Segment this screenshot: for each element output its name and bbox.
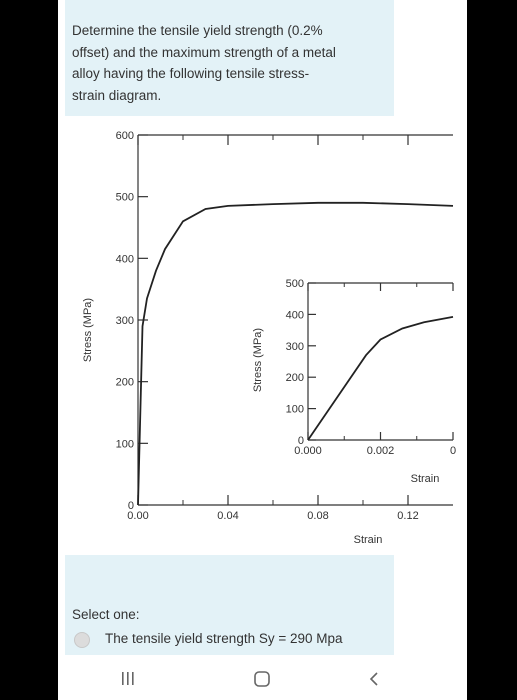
main-y-tick-label: 400 bbox=[116, 253, 134, 265]
inset-y-tick-label: 500 bbox=[286, 278, 304, 290]
main-y-tick-label: 500 bbox=[116, 192, 134, 204]
answer-panel: Select one: The tensile yield strength S… bbox=[65, 555, 394, 655]
inset-x-tick-label: 0.002 bbox=[367, 445, 395, 457]
inset-curve bbox=[307, 316, 454, 441]
home-button[interactable] bbox=[242, 664, 282, 694]
main-y-tick-label: 200 bbox=[116, 377, 134, 389]
back-button[interactable] bbox=[354, 664, 394, 694]
inset-x-label: Strain bbox=[411, 473, 440, 485]
select-one-label: Select one: bbox=[72, 607, 140, 622]
main-x-tick-label: 0.00 bbox=[127, 510, 148, 522]
inset-y-tick-label: 100 bbox=[286, 404, 304, 416]
question-panel: Determine the tensile yield strength (0.… bbox=[65, 0, 394, 116]
stress-strain-chart: 0 100 200 300 400 500 600 0.00 0.04 0.08 0.12 Strai… bbox=[82, 130, 456, 546]
inset-y-label: Stress (MPa) bbox=[252, 328, 264, 392]
inset-plot-area bbox=[308, 283, 453, 440]
main-x-tick-label: 0.08 bbox=[307, 510, 328, 522]
inset-x-tick-label: 0.000 bbox=[294, 445, 322, 457]
main-x-tick-label: 0.12 bbox=[397, 510, 418, 522]
recents-icon bbox=[122, 672, 134, 685]
answer-option-a[interactable]: The tensile yield strength Sy = 290 Mpa bbox=[65, 628, 394, 658]
inset-y-tick-label: 400 bbox=[286, 309, 304, 321]
inset-y-tick-label: 300 bbox=[286, 341, 304, 353]
stress-strain-figure: 0 100 200 300 400 500 600 0.00 0.04 0.08 0.12 Strai… bbox=[58, 120, 467, 560]
main-y-label: Stress (MPa) bbox=[82, 298, 94, 362]
question-text: Determine the tensile yield strength (0.… bbox=[72, 20, 390, 106]
inset-x-tick-label: 0 bbox=[450, 445, 456, 457]
question-line: strain diagram. bbox=[72, 87, 162, 103]
option-a-radio[interactable] bbox=[74, 632, 90, 648]
recents-button[interactable] bbox=[108, 664, 148, 694]
question-line: Determine the tensile yield strength (0.… bbox=[72, 23, 323, 38]
main-y-tick-label: 600 bbox=[116, 130, 134, 142]
inset-y-tick-label: 0 bbox=[298, 435, 304, 447]
main-y-tick-label: 300 bbox=[116, 315, 134, 327]
inset-y-tick-label: 200 bbox=[286, 372, 304, 384]
main-x-label: Strain bbox=[354, 534, 383, 546]
main-y-tick-label: 100 bbox=[116, 438, 134, 450]
question-line: offset) and the maximum strength of a me… bbox=[72, 44, 336, 60]
main-y-tick-label: 0 bbox=[128, 500, 134, 512]
android-nav-bar bbox=[58, 658, 467, 700]
main-curve bbox=[137, 201, 454, 506]
question-line: alloy having the following tensile stres… bbox=[72, 66, 310, 81]
back-icon bbox=[369, 672, 378, 686]
phone-screen: Determine the tensile yield strength (0.… bbox=[58, 0, 467, 700]
main-x-tick-label: 0.04 bbox=[217, 510, 238, 522]
home-icon bbox=[254, 671, 270, 687]
option-a-text: The tensile yield strength Sy = 290 Mpa bbox=[105, 631, 343, 646]
